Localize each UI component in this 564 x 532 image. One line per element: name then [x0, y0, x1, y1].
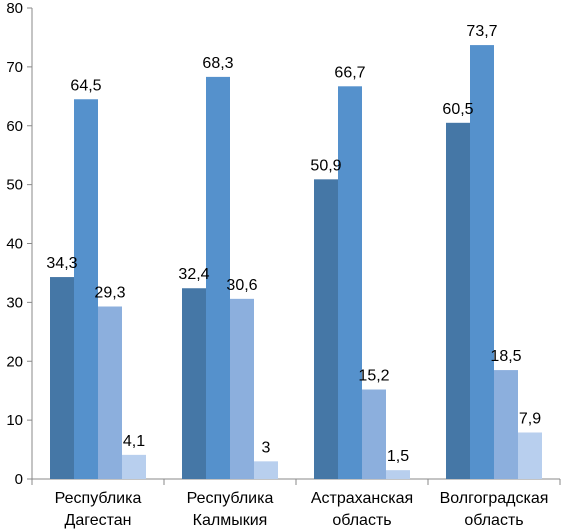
category-label: Волгоградская	[440, 490, 549, 507]
bar	[50, 277, 74, 479]
bar	[206, 76, 230, 479]
bar	[494, 370, 518, 479]
data-label: 73,7	[466, 23, 497, 40]
data-label: 32,4	[178, 266, 209, 283]
data-label: 29,3	[94, 284, 125, 301]
bar	[122, 454, 146, 479]
category-label: Калмыкия	[193, 512, 268, 529]
data-label: 3	[262, 439, 271, 456]
y-tick-label: 40	[6, 236, 23, 253]
bar	[314, 179, 338, 480]
category-label: Республика	[187, 490, 274, 507]
data-label: 30,6	[226, 277, 257, 294]
category-label: Дагестан	[65, 512, 132, 529]
bar	[230, 298, 254, 479]
y-tick-label: 70	[6, 59, 23, 76]
category-label: область	[464, 512, 523, 529]
data-label: 64,5	[70, 77, 101, 94]
bar	[98, 306, 122, 479]
bar	[362, 389, 386, 479]
bar	[74, 99, 98, 479]
bar	[386, 470, 410, 479]
data-label: 68,3	[202, 55, 233, 72]
bar	[446, 122, 470, 480]
category-label: Республика	[55, 490, 142, 507]
bars	[50, 45, 542, 480]
y-tick-label: 20	[6, 353, 23, 370]
data-label: 60,5	[442, 101, 473, 118]
data-label: 4,1	[123, 433, 145, 450]
data-labels: 34,3 64,5 29,3 4,1 32,4 68,3 30,6 3 50,9 66,7 15,2…	[46, 23, 541, 465]
bar	[254, 461, 278, 479]
axes: 0 10 20 30 40 50 60 70 80	[6, 0, 561, 488]
data-label: 15,2	[358, 368, 389, 385]
y-tick-label: 30	[6, 294, 23, 311]
data-label: 34,3	[46, 255, 77, 272]
y-tick-label: 0	[15, 471, 23, 488]
category-labels: Республика Дагестан Республика Калмыкия Астр…	[55, 490, 549, 529]
bar	[182, 288, 206, 479]
y-tick-label: 80	[6, 0, 23, 17]
y-tick-label: 50	[6, 177, 23, 194]
data-label: 1,5	[387, 448, 409, 465]
bar	[470, 45, 494, 480]
y-tick-label: 10	[6, 412, 23, 429]
y-tick-label: 60	[6, 118, 23, 135]
category-label: область	[332, 512, 391, 529]
data-label: 7,9	[519, 410, 541, 427]
bar	[518, 432, 542, 479]
data-label: 50,9	[310, 157, 341, 174]
data-label: 18,5	[490, 348, 521, 365]
bar	[338, 86, 362, 480]
category-label: Астраханская	[311, 490, 413, 507]
data-label: 66,7	[334, 64, 365, 81]
